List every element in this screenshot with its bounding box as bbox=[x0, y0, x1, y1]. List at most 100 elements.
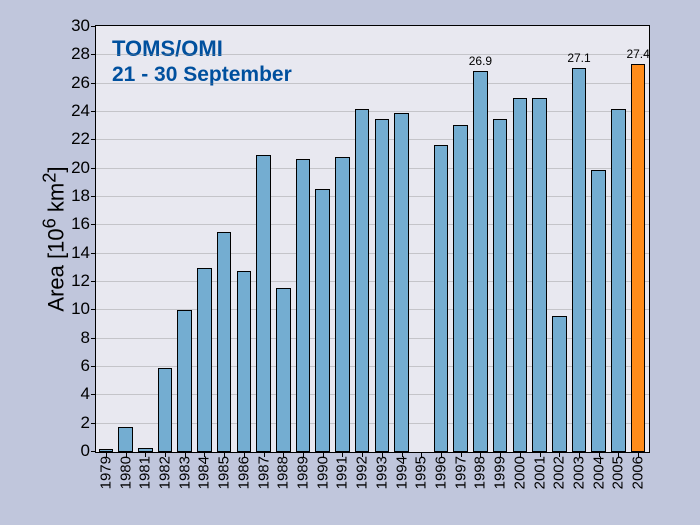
xtick-label: 2000 bbox=[511, 456, 528, 489]
xtick-label: 1995 bbox=[413, 456, 430, 489]
ytick-mark bbox=[91, 26, 96, 27]
bar bbox=[572, 68, 587, 452]
xtick-label: 1989 bbox=[295, 456, 312, 489]
ytick-mark bbox=[91, 224, 96, 225]
xtick-label: 1992 bbox=[354, 456, 371, 489]
bar bbox=[473, 71, 488, 452]
bar bbox=[118, 427, 133, 453]
bar bbox=[296, 159, 311, 452]
ytick-label: 10 bbox=[60, 299, 90, 319]
bar bbox=[197, 268, 212, 452]
xtick-label: 2001 bbox=[531, 456, 548, 489]
bar bbox=[256, 155, 271, 453]
ytick-label: 2 bbox=[60, 413, 90, 433]
ytick-label: 8 bbox=[60, 328, 90, 348]
title-line-1: TOMS/OMI bbox=[112, 36, 292, 62]
grid-line bbox=[96, 224, 649, 225]
bar bbox=[552, 316, 567, 452]
xtick-label: 1997 bbox=[452, 456, 469, 489]
ylabel-exp: 6 bbox=[38, 218, 59, 228]
bar bbox=[315, 189, 330, 453]
bar bbox=[591, 170, 606, 452]
ytick-label: 4 bbox=[60, 384, 90, 404]
xtick-label: 1986 bbox=[235, 456, 252, 489]
figure-container: TOMS/OMI 21 - 30 September Area [106 km2… bbox=[0, 0, 700, 525]
xtick-label: 1980 bbox=[117, 456, 134, 489]
bar bbox=[513, 98, 528, 452]
xtick-label: 1983 bbox=[176, 456, 193, 489]
bar bbox=[99, 449, 114, 452]
ytick-label: 22 bbox=[60, 129, 90, 149]
ytick-label: 18 bbox=[60, 186, 90, 206]
grid-line bbox=[96, 83, 649, 84]
bar bbox=[375, 119, 390, 452]
bar bbox=[532, 98, 547, 452]
ytick-mark bbox=[91, 253, 96, 254]
xtick-label: 1988 bbox=[275, 456, 292, 489]
grid-line bbox=[96, 253, 649, 254]
ytick-label: 6 bbox=[60, 356, 90, 376]
ytick-mark bbox=[91, 394, 96, 395]
bar-value-label: 27.4 bbox=[626, 47, 649, 61]
grid-line bbox=[96, 196, 649, 197]
xtick-label: 2006 bbox=[630, 456, 647, 489]
ytick-label: 0 bbox=[60, 441, 90, 461]
ytick-label: 24 bbox=[60, 101, 90, 121]
xtick-label: 1998 bbox=[472, 456, 489, 489]
bar bbox=[335, 157, 350, 452]
grid-line bbox=[96, 168, 649, 169]
xtick-label: 2002 bbox=[551, 456, 568, 489]
bar bbox=[453, 125, 468, 452]
bar bbox=[158, 368, 173, 452]
grid-line bbox=[96, 54, 649, 55]
ylabel-unit-exp: 2 bbox=[38, 173, 59, 183]
xtick-label: 1996 bbox=[433, 456, 450, 489]
ytick-mark bbox=[91, 83, 96, 84]
ytick-label: 20 bbox=[60, 158, 90, 178]
xtick-label: 2003 bbox=[571, 456, 588, 489]
xtick-label: 1982 bbox=[157, 456, 174, 489]
xtick-label: 1985 bbox=[216, 456, 233, 489]
ytick-mark bbox=[91, 366, 96, 367]
chart-title: TOMS/OMI 21 - 30 September bbox=[112, 36, 292, 88]
xtick-label: 1981 bbox=[137, 456, 154, 489]
bar-value-label: 26.9 bbox=[469, 54, 492, 68]
bar bbox=[177, 310, 192, 452]
ytick-mark bbox=[91, 309, 96, 310]
ytick-mark bbox=[91, 54, 96, 55]
bar bbox=[237, 271, 252, 452]
xtick-label: 1984 bbox=[196, 456, 213, 489]
ytick-mark bbox=[91, 168, 96, 169]
bar bbox=[394, 113, 409, 452]
ytick-label: 14 bbox=[60, 243, 90, 263]
plot-area: TOMS/OMI 21 - 30 September Area [106 km2… bbox=[95, 25, 650, 453]
xtick-label: 2004 bbox=[590, 456, 607, 489]
bar bbox=[631, 64, 646, 452]
bar bbox=[138, 448, 153, 452]
grid-line bbox=[96, 111, 649, 112]
xtick-label: 2005 bbox=[610, 456, 627, 489]
ytick-mark bbox=[91, 338, 96, 339]
xtick-label: 1979 bbox=[97, 456, 114, 489]
xtick-label: 1993 bbox=[373, 456, 390, 489]
xtick-label: 1987 bbox=[255, 456, 272, 489]
ytick-label: 12 bbox=[60, 271, 90, 291]
ytick-label: 28 bbox=[60, 44, 90, 64]
ytick-mark bbox=[91, 281, 96, 282]
title-line-2: 21 - 30 September bbox=[112, 62, 292, 87]
xtick-label: 1994 bbox=[393, 456, 410, 489]
xtick-label: 1991 bbox=[334, 456, 351, 489]
grid-line bbox=[96, 281, 649, 282]
ytick-mark bbox=[91, 451, 96, 452]
ytick-mark bbox=[91, 196, 96, 197]
ytick-mark bbox=[91, 111, 96, 112]
bar-value-label: 27.1 bbox=[567, 51, 590, 65]
bar bbox=[355, 109, 370, 452]
bar bbox=[217, 232, 232, 452]
chart-frame: TOMS/OMI 21 - 30 September Area [106 km2… bbox=[30, 15, 670, 510]
ytick-mark bbox=[91, 423, 96, 424]
bar bbox=[611, 109, 626, 452]
grid-line bbox=[96, 139, 649, 140]
ytick-label: 26 bbox=[60, 73, 90, 93]
xtick-label: 1999 bbox=[492, 456, 509, 489]
